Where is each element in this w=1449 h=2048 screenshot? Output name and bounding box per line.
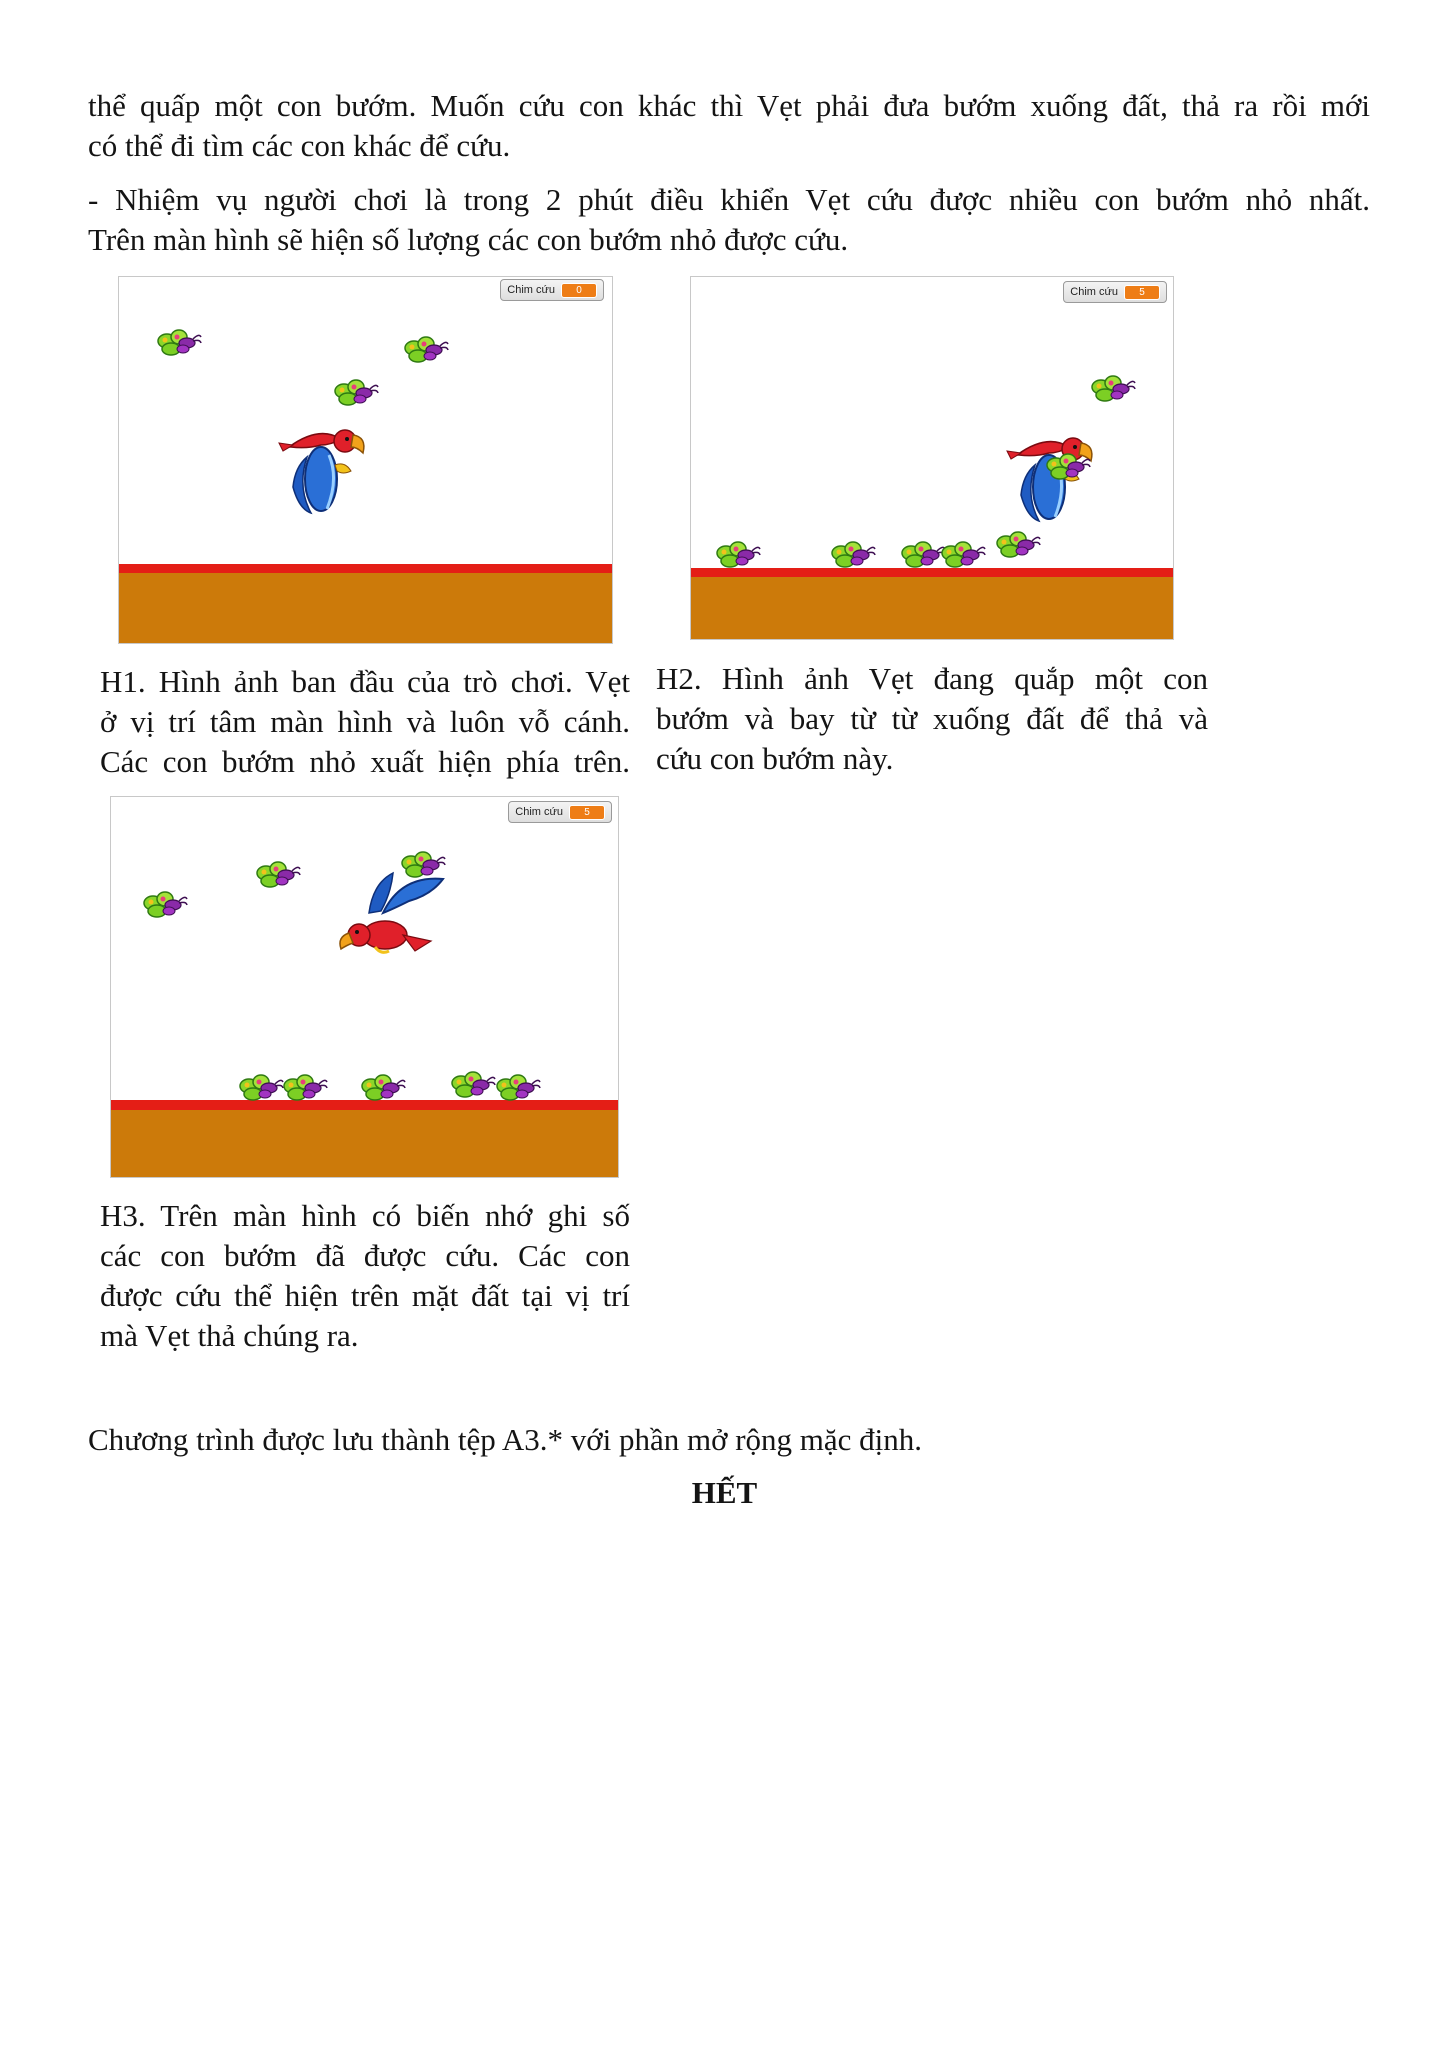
intro-p2-line-2: Trên màn hình sẽ hiện số lượng các con b…	[88, 222, 849, 257]
ground-line	[691, 568, 1173, 577]
parrot-sprite-icon	[277, 428, 366, 515]
butterfly-sprite-icon	[496, 1074, 541, 1101]
butterfly-sprite-icon	[901, 541, 946, 568]
variable-monitor-label: Chim cứu	[515, 806, 563, 818]
butterfly-sprite-icon	[143, 891, 188, 918]
caption-line: bướm và bay từ từ xuống đất để thả và	[656, 701, 1208, 736]
intro-p1-line-1: thể quấp một con bướm. Muốn cứu con khác…	[88, 88, 1370, 123]
butterfly-sprite-icon	[1046, 453, 1091, 480]
variable-monitor-label: Chim cứu	[507, 284, 555, 296]
figure-1-stage: Chim cứu 0	[118, 276, 613, 644]
butterfly-sprite-icon	[716, 541, 761, 568]
ground	[691, 577, 1173, 639]
figure-1-scene	[119, 329, 612, 643]
ground	[111, 1110, 618, 1177]
ground-line	[119, 564, 612, 573]
caption-line: mà Vẹt thả chúng ra.	[100, 1318, 359, 1353]
caption-line: Các con bướm nhỏ xuất hiện phía trên.	[100, 744, 630, 779]
parrot-sprite-icon	[338, 871, 445, 954]
caption-line: các con bướm đã được cứu. Các con	[100, 1238, 630, 1273]
caption-line: H2. Hình ảnh Vẹt đang quắp một con	[656, 661, 1208, 696]
variable-monitor-label: Chim cứu	[1070, 286, 1118, 298]
caption-line: ở vị trí tâm màn hình và luôn vỗ cánh.	[100, 704, 630, 739]
butterfly-sprite-icon	[831, 541, 876, 568]
figure-3-caption: H3. Trên màn hình có biến nhớ ghi số các…	[100, 1196, 630, 1356]
figure-1-caption: H1. Hình ảnh ban đầu của trò chơi. Vẹt ở…	[100, 662, 630, 782]
variable-monitor: Chim cứu 5	[1063, 281, 1167, 303]
butterfly-sprite-icon	[361, 1074, 406, 1101]
variable-monitor-value: 5	[569, 804, 605, 820]
intro-p1-line-2: có thể đi tìm các con khác để cứu.	[88, 128, 511, 163]
caption-line: H3. Trên màn hình có biến nhớ ghi số	[100, 1198, 630, 1233]
intro-paragraph-1: thể quấp một con bướm. Muốn cứu con khác…	[88, 86, 1370, 166]
butterfly-sprite-icon	[239, 1074, 284, 1101]
butterfly-sprite-icon	[334, 379, 379, 406]
butterfly-sprite-icon	[404, 336, 449, 363]
butterfly-sprite-icon	[1091, 375, 1136, 402]
butterfly-sprite-icon	[157, 329, 202, 356]
figure-3-scene	[111, 851, 618, 1177]
variable-monitor: Chim cứu 5	[508, 801, 612, 823]
parrot-sprite-icon	[1005, 436, 1094, 523]
butterfly-sprite-icon	[996, 531, 1041, 558]
butterfly-sprite-icon	[256, 861, 301, 888]
intro-p2-line-1: - Nhiệm vụ người chơi là trong 2 phút đi…	[88, 182, 1370, 217]
butterfly-sprite-icon	[941, 541, 986, 568]
caption-line: được cứu thể hiện trên mặt đất tại vị tr…	[100, 1278, 630, 1313]
caption-line: H1. Hình ảnh ban đầu của trò chơi. Vẹt	[100, 664, 630, 699]
figure-2-stage: Chim cứu 5	[690, 276, 1174, 640]
variable-monitor: Chim cứu 0	[500, 279, 604, 301]
butterfly-sprite-icon	[283, 1074, 328, 1101]
figure-2-scene	[691, 375, 1173, 639]
end-mark: HẾT	[691, 1475, 758, 1510]
ground-line	[111, 1100, 618, 1110]
caption-line: cứu con bướm này.	[656, 741, 894, 776]
ground	[119, 573, 612, 643]
figure-2-caption: H2. Hình ảnh Vẹt đang quắp một con bướm …	[656, 659, 1208, 779]
closing-text: Chương trình được lưu thành tệp A3.* với…	[88, 1422, 923, 1457]
butterfly-sprite-icon	[451, 1071, 496, 1098]
intro-paragraph-2: - Nhiệm vụ người chơi là trong 2 phút đi…	[88, 180, 1370, 260]
figure-3-stage: Chim cứu 5	[110, 796, 619, 1178]
butterfly-sprite-icon	[401, 851, 446, 878]
variable-monitor-value: 0	[561, 282, 597, 298]
variable-monitor-value: 5	[1124, 284, 1160, 300]
